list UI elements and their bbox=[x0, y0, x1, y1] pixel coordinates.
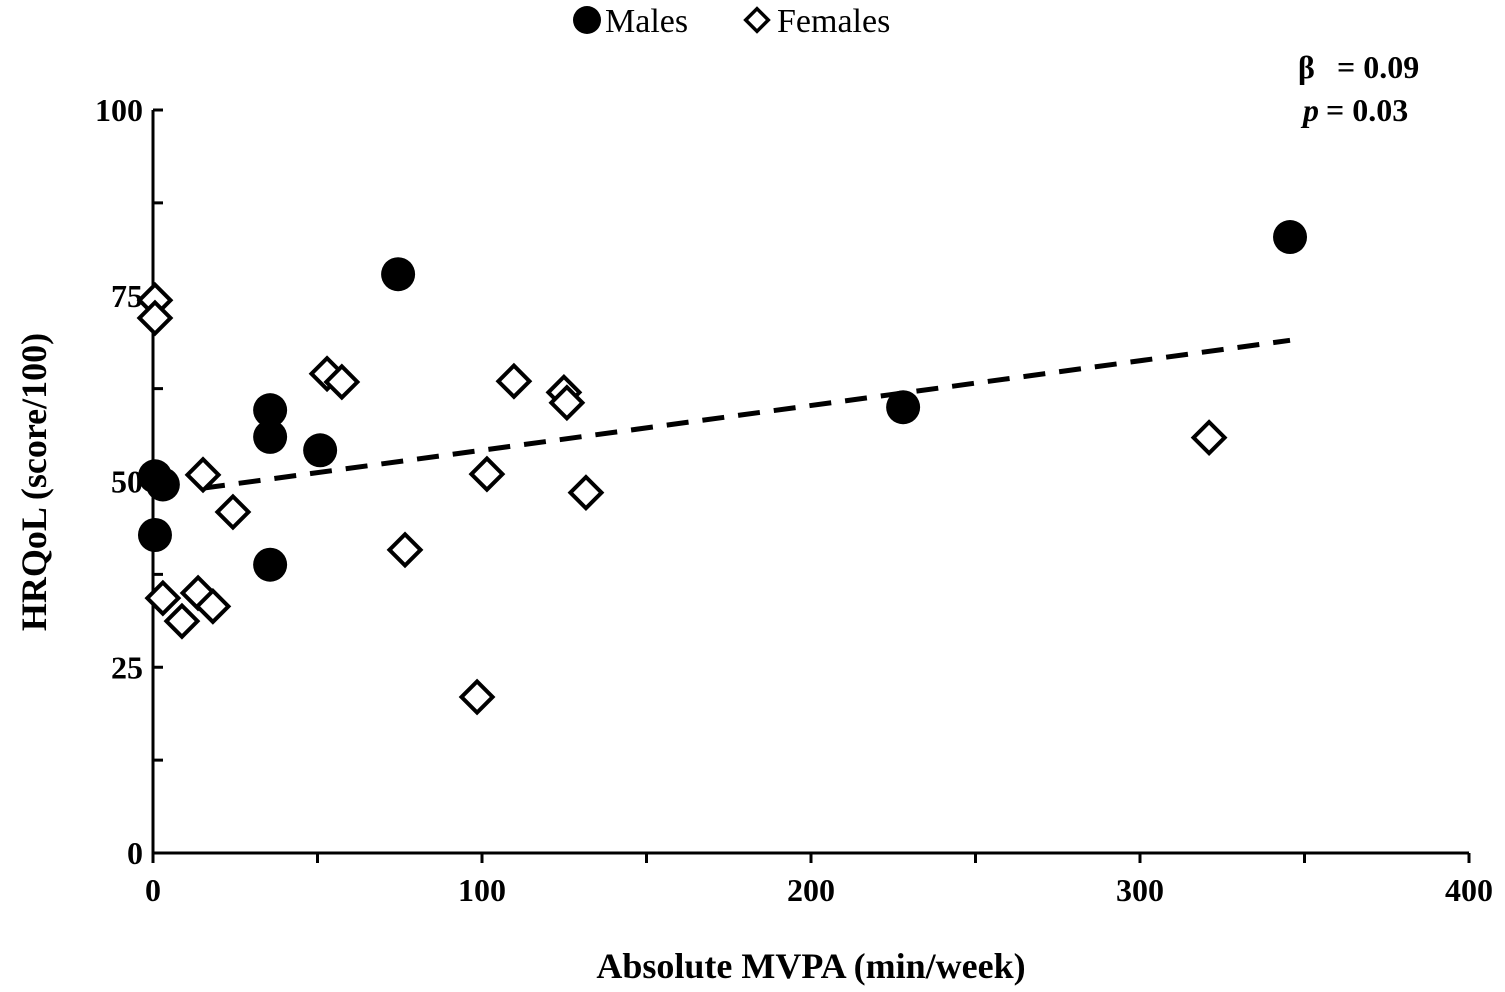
legend-males-label: Males bbox=[605, 3, 688, 40]
stats-annotation: β = 0.09 p = 0.03 bbox=[1298, 49, 1419, 128]
male-point bbox=[1273, 220, 1308, 255]
beta-value: = 0.09 bbox=[1337, 49, 1419, 85]
female-point bbox=[468, 455, 506, 493]
y-tick-label: 25 bbox=[111, 649, 143, 685]
beta-label: β bbox=[1298, 49, 1315, 85]
female-point bbox=[163, 602, 201, 640]
y-tick-label: 75 bbox=[111, 278, 143, 314]
female-point bbox=[1190, 419, 1228, 457]
male-point bbox=[381, 257, 416, 292]
male-point bbox=[253, 547, 288, 582]
x-axis-title: Absolute MVPA (min/week) bbox=[596, 946, 1025, 986]
x-tick-label: 100 bbox=[458, 872, 506, 908]
trendline-group bbox=[202, 337, 1291, 491]
y-axis-title: HRQoL (score/100) bbox=[14, 333, 54, 631]
axes: 0 100 200 300 400 0 25 50 75 100 bbox=[95, 92, 1493, 908]
male-point bbox=[137, 517, 172, 552]
female-point bbox=[144, 579, 182, 617]
male-point bbox=[303, 433, 338, 468]
male-point bbox=[145, 467, 180, 502]
female-point bbox=[136, 299, 174, 337]
female-point bbox=[458, 678, 496, 716]
legend: Males Females bbox=[573, 3, 890, 40]
female-point bbox=[495, 362, 533, 400]
female-point bbox=[214, 493, 252, 531]
female-point bbox=[194, 587, 232, 625]
male-point bbox=[253, 393, 288, 428]
male-point bbox=[253, 419, 288, 454]
legend-males-marker bbox=[573, 6, 601, 34]
x-tick-label: 0 bbox=[145, 872, 161, 908]
female-point bbox=[323, 363, 361, 401]
female-point bbox=[184, 456, 222, 494]
x-tick-label: 400 bbox=[1445, 872, 1493, 908]
legend-females-label: Females bbox=[777, 3, 890, 40]
female-point bbox=[386, 531, 424, 569]
x-tick-label: 200 bbox=[787, 872, 835, 908]
y-tick-label: 100 bbox=[95, 92, 143, 128]
trendline bbox=[202, 337, 1291, 491]
y-tick-label: 50 bbox=[111, 464, 143, 500]
p-value: = 0.03 bbox=[1326, 92, 1408, 128]
x-tick-label: 300 bbox=[1116, 872, 1164, 908]
female-point bbox=[567, 474, 605, 512]
p-label: p bbox=[1300, 92, 1319, 128]
male-point bbox=[886, 390, 921, 425]
legend-females-marker bbox=[743, 6, 771, 34]
y-tick-label: 0 bbox=[127, 835, 143, 871]
female-point bbox=[548, 384, 586, 422]
points-group bbox=[136, 220, 1308, 716]
